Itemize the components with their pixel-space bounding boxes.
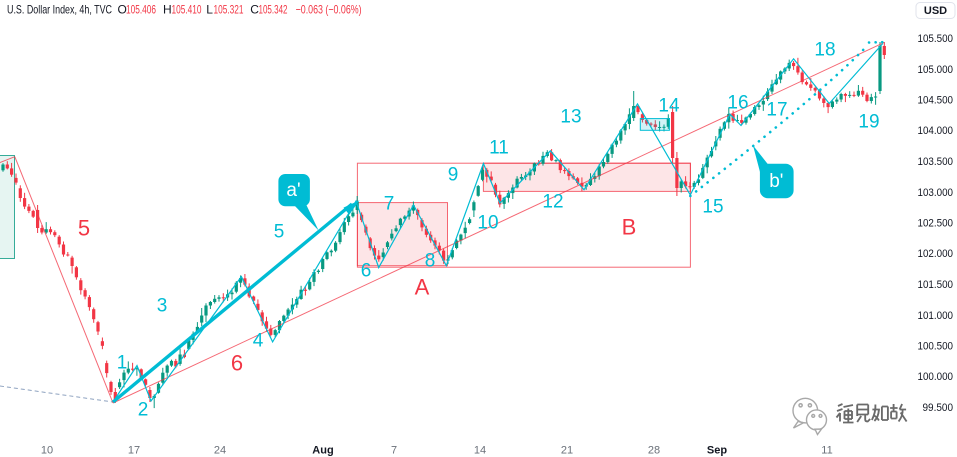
svg-text:19: 19 xyxy=(858,112,879,133)
svg-text:USD: USD xyxy=(924,5,947,17)
svg-text:105.342: 105.342 xyxy=(259,3,288,17)
svg-text:7: 7 xyxy=(384,194,395,215)
svg-text:10: 10 xyxy=(41,445,53,457)
svg-text:102.500: 102.500 xyxy=(918,218,954,230)
svg-text:14: 14 xyxy=(474,445,486,457)
svg-text:2: 2 xyxy=(138,400,149,421)
svg-text:17: 17 xyxy=(128,445,140,457)
svg-text:9: 9 xyxy=(448,165,459,186)
svg-text:U.S. Dollar Index, 4h, TVC: U.S. Dollar Index, 4h, TVC xyxy=(7,3,112,17)
svg-text:L: L xyxy=(206,3,213,17)
svg-text:104.500: 104.500 xyxy=(918,95,954,107)
svg-text:104.000: 104.000 xyxy=(918,125,954,137)
svg-text:6: 6 xyxy=(231,351,243,376)
svg-text:H: H xyxy=(163,3,172,17)
svg-text:b': b' xyxy=(769,171,783,192)
svg-text:100.500: 100.500 xyxy=(918,341,954,353)
svg-text:101.500: 101.500 xyxy=(918,279,954,291)
svg-text:a': a' xyxy=(286,180,300,201)
svg-text:28: 28 xyxy=(648,445,660,457)
svg-text:1: 1 xyxy=(117,353,128,374)
svg-text:−0.063 (−0.06%): −0.063 (−0.06%) xyxy=(296,3,362,17)
svg-text:21: 21 xyxy=(561,445,573,457)
svg-text:103.000: 103.000 xyxy=(918,187,954,199)
svg-text:12: 12 xyxy=(542,192,563,213)
svg-text:100.000: 100.000 xyxy=(918,371,954,383)
svg-text:6: 6 xyxy=(361,261,372,282)
svg-text:11: 11 xyxy=(489,138,509,159)
svg-text:105.406: 105.406 xyxy=(126,3,156,17)
svg-text:10: 10 xyxy=(477,213,498,234)
svg-text:103.500: 103.500 xyxy=(918,156,954,168)
svg-text:105.410: 105.410 xyxy=(172,3,202,17)
svg-text:3: 3 xyxy=(157,296,168,317)
svg-text:99.500: 99.500 xyxy=(923,402,954,414)
svg-text:13: 13 xyxy=(560,107,581,128)
svg-text:102.000: 102.000 xyxy=(918,248,954,260)
svg-text:Aug: Aug xyxy=(312,445,333,457)
svg-text:Sep: Sep xyxy=(707,445,727,457)
svg-text:5: 5 xyxy=(78,216,90,241)
svg-text:16: 16 xyxy=(727,93,748,114)
svg-text:17: 17 xyxy=(766,100,787,121)
svg-text:4: 4 xyxy=(253,331,264,352)
svg-text:105.321: 105.321 xyxy=(214,3,244,17)
svg-text:15: 15 xyxy=(702,197,723,218)
svg-text:11: 11 xyxy=(821,445,832,457)
svg-text:105.500: 105.500 xyxy=(918,33,954,45)
svg-text:A: A xyxy=(415,275,430,300)
svg-text:C: C xyxy=(250,3,259,17)
svg-text:101.000: 101.000 xyxy=(918,310,954,322)
svg-text:O: O xyxy=(118,3,127,17)
svg-text:18: 18 xyxy=(814,40,835,61)
svg-text:8: 8 xyxy=(425,251,436,272)
svg-text:5: 5 xyxy=(274,222,285,243)
svg-text:14: 14 xyxy=(658,96,680,117)
svg-text:105.000: 105.000 xyxy=(918,64,954,76)
svg-text:B: B xyxy=(622,215,637,240)
svg-text:24: 24 xyxy=(214,445,226,457)
svg-text:7: 7 xyxy=(391,445,397,457)
